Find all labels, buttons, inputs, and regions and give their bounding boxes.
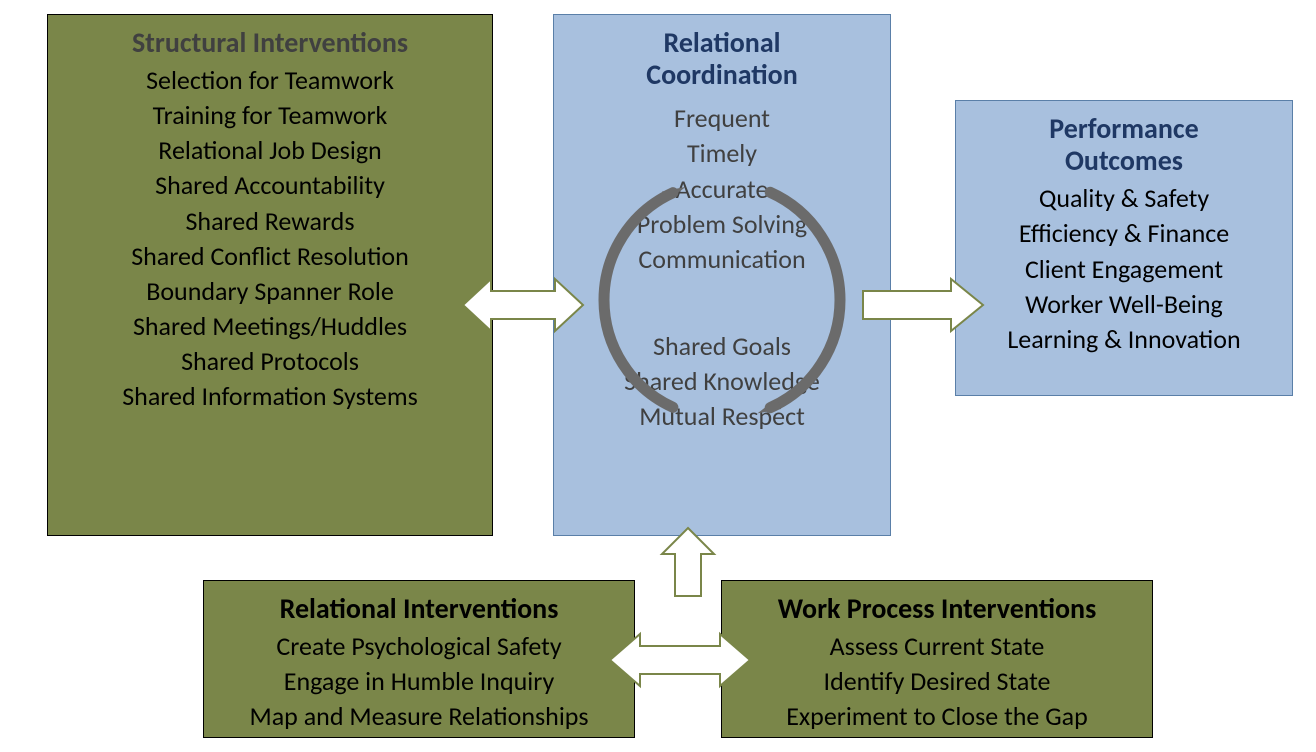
relational-int-title: Relational Interventions [212, 593, 626, 625]
list-item: Relational Job Design [56, 133, 484, 168]
structural-title: Structural Interventions [56, 27, 484, 59]
structural-interventions-box: Structural Interventions Selection for T… [47, 14, 493, 536]
list-item: Worker Well-Being [964, 287, 1284, 322]
list-item: Selection for Teamwork [56, 63, 484, 98]
list-item: Learning & Innovation [964, 322, 1284, 357]
arrow-bottom-up [658, 528, 718, 596]
relational-interventions-box: Relational Interventions Create Psycholo… [203, 580, 635, 738]
list-item: Shared Protocols [56, 344, 484, 379]
list-item: Shared Information Systems [56, 379, 484, 414]
list-item: Create Psychological Safety [212, 629, 626, 664]
list-item: Client Engagement [964, 252, 1284, 287]
arrow-relint-work [610, 630, 750, 690]
work-process-title: Work Process Interventions [730, 593, 1144, 625]
list-item: Efficiency & Finance [964, 216, 1284, 251]
performance-outcomes-box: PerformanceOutcomes Quality & SafetyEffi… [955, 100, 1293, 396]
list-item: Boundary Spanner Role [56, 274, 484, 309]
list-item: Identify Desired State [730, 664, 1144, 699]
list-item: Quality & Safety [964, 181, 1284, 216]
list-item: Shared Meetings/Huddles [56, 309, 484, 344]
list-item: Training for Teamwork [56, 98, 484, 133]
cycle-arrows [565, 155, 879, 455]
relational-coord-title: RelationalCoordination [562, 27, 882, 91]
list-item: Engage in Humble Inquiry [212, 664, 626, 699]
list-item: Shared Conflict Resolution [56, 239, 484, 274]
list-item: Assess Current State [730, 629, 1144, 664]
arrow-relcoord-performance [863, 275, 983, 335]
list-item: Shared Accountability [56, 168, 484, 203]
list-item: Shared Rewards [56, 204, 484, 239]
performance-title: PerformanceOutcomes [964, 113, 1284, 177]
work-process-interventions-box: Work Process Interventions Assess Curren… [721, 580, 1153, 738]
list-item: Map and Measure Relationships [212, 699, 626, 734]
list-item: Experiment to Close the Gap [730, 699, 1144, 734]
list-item: Frequent [562, 101, 882, 136]
